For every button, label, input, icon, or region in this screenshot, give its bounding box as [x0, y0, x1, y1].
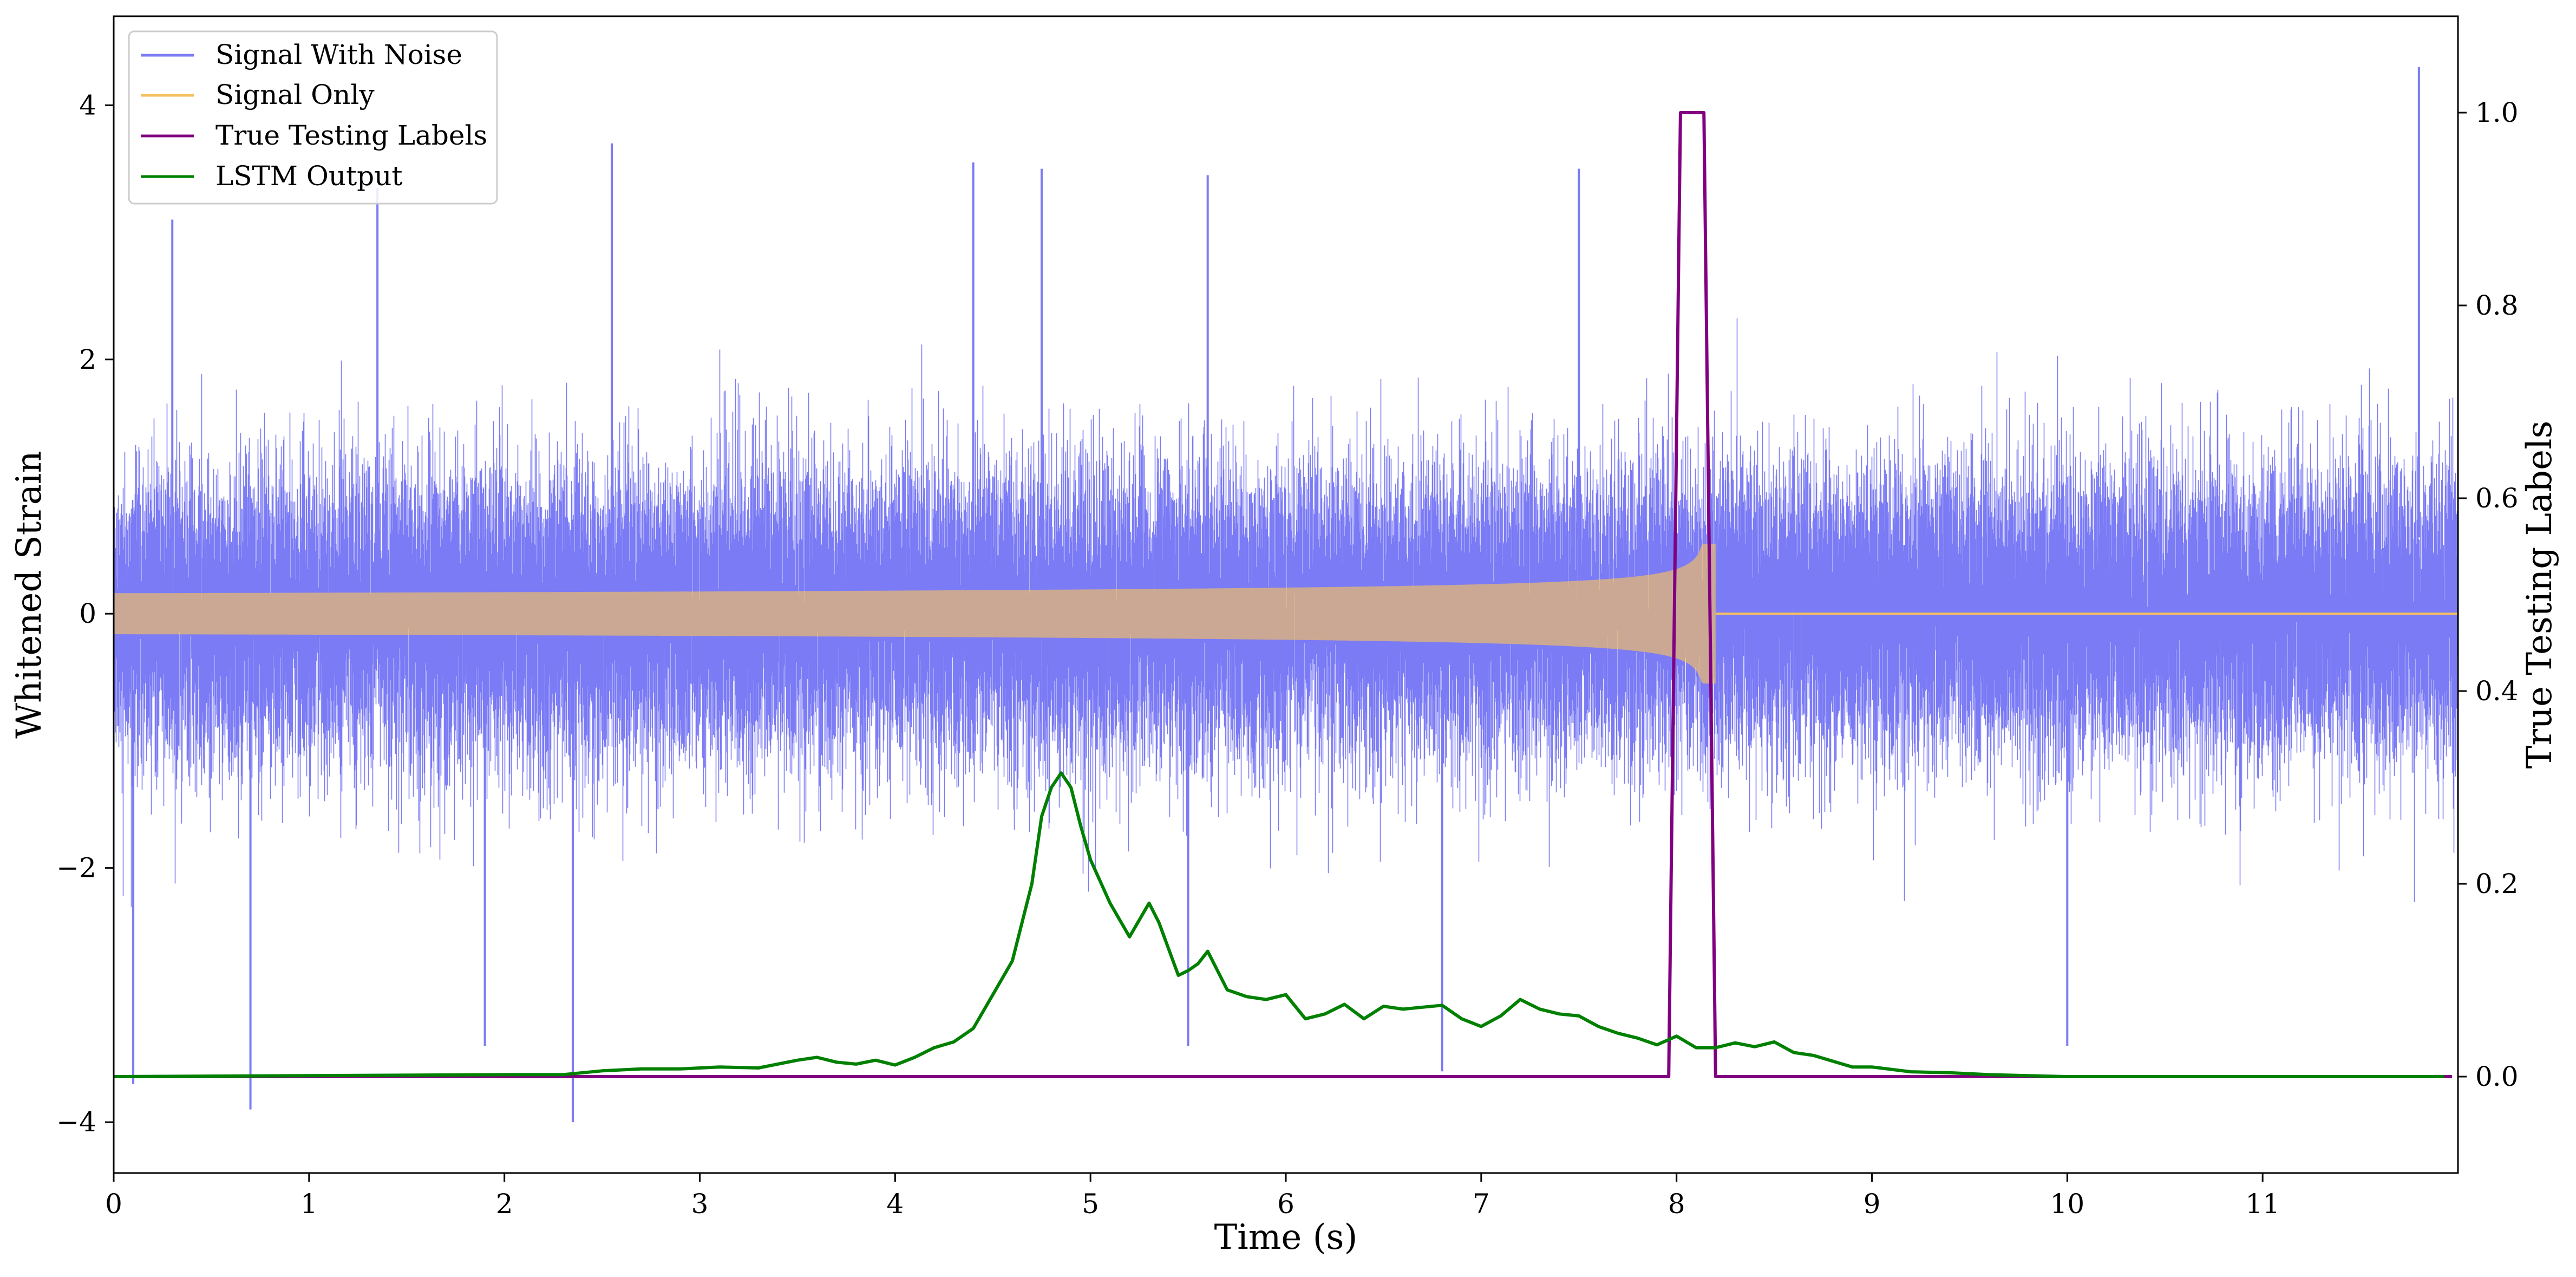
y2-tick-label-0.0: 0.0 [2475, 1061, 2519, 1092]
x-tick-label-1: 1 [300, 1188, 318, 1220]
x-tick-label-2: 2 [496, 1188, 513, 1220]
y2-tick-label-0.8: 0.8 [2475, 290, 2519, 321]
y2-tick-label-1.0: 1.0 [2475, 97, 2519, 128]
legend-label-signal-with-noise: Signal With Noise [215, 39, 462, 70]
x-tick-label-8: 8 [1668, 1188, 1685, 1220]
y2-tick-label-0.2: 0.2 [2475, 868, 2519, 900]
y-tick-label--2: −2 [56, 852, 96, 884]
y-tick-label--4: −4 [56, 1106, 96, 1138]
x-tick-label-6: 6 [1277, 1188, 1294, 1220]
x-tick-label-7: 7 [1473, 1188, 1490, 1220]
y2-tick-label-0.4: 0.4 [2475, 675, 2519, 707]
x-axis-label: Time (s) [1214, 1217, 1358, 1258]
legend-label-signal-only: Signal Only [215, 79, 375, 110]
legend-label-lstm-output: LSTM Output [215, 160, 402, 192]
x-tick-label-3: 3 [691, 1188, 709, 1220]
x-tick-label-11: 11 [2245, 1188, 2280, 1220]
x-tick-label-10: 10 [2050, 1188, 2085, 1220]
y2-axis-label: True Testing Labels [2520, 421, 2560, 769]
x-tick-label-0: 0 [105, 1188, 122, 1220]
x-tick-label-5: 5 [1082, 1188, 1099, 1220]
legend-label-true-testing-labels: True Testing Labels [215, 120, 487, 151]
y-axis-label: Whitened Strain [9, 451, 49, 738]
legend: Signal With Noise Signal Only True Testi… [129, 31, 497, 204]
y-tick-label-2: 2 [79, 344, 96, 375]
y2-tick-label-0.6: 0.6 [2475, 483, 2519, 514]
y-tick-label-0: 0 [79, 598, 96, 629]
y-tick-label-4: 4 [79, 89, 96, 121]
x-tick-label-9: 9 [1864, 1188, 1881, 1220]
x-tick-label-4: 4 [886, 1188, 904, 1220]
